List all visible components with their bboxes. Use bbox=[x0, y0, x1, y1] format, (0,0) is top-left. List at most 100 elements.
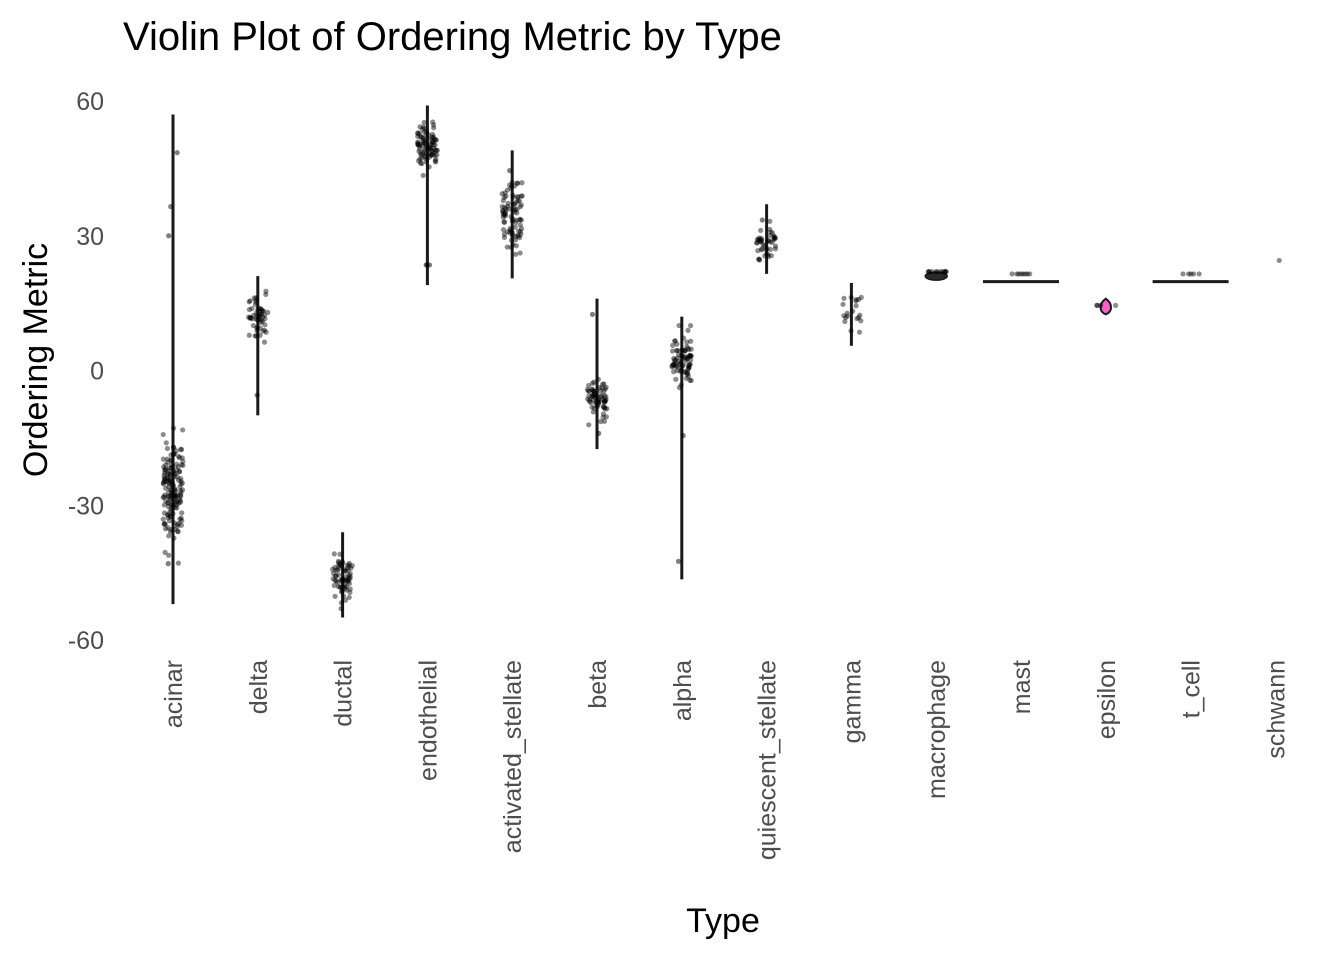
data-point bbox=[756, 257, 763, 263]
data-point bbox=[167, 513, 174, 520]
data-point bbox=[171, 493, 177, 499]
data-point bbox=[178, 461, 185, 468]
data-point bbox=[502, 208, 509, 214]
data-point bbox=[170, 444, 176, 450]
data-point bbox=[1024, 271, 1030, 277]
data-point bbox=[161, 510, 168, 516]
data-point bbox=[177, 499, 184, 505]
data-point bbox=[174, 521, 181, 528]
data-point bbox=[421, 129, 427, 135]
data-point bbox=[1009, 271, 1015, 277]
data-point bbox=[330, 570, 337, 576]
data-point bbox=[166, 468, 172, 474]
data-point bbox=[670, 362, 676, 368]
data-point bbox=[939, 269, 946, 275]
data-point bbox=[926, 269, 932, 275]
data-point bbox=[585, 396, 591, 402]
data-point bbox=[342, 568, 348, 574]
data-point bbox=[259, 308, 265, 314]
data-point bbox=[687, 361, 693, 367]
data-point bbox=[172, 504, 178, 510]
data-point bbox=[256, 315, 262, 321]
data-point bbox=[172, 498, 178, 505]
data-point bbox=[166, 533, 172, 539]
data-point bbox=[514, 180, 521, 186]
data-point bbox=[586, 393, 592, 399]
data-point bbox=[517, 235, 523, 241]
data-point bbox=[684, 355, 690, 361]
data-point bbox=[591, 405, 597, 411]
data-point bbox=[168, 465, 174, 471]
data-point bbox=[502, 210, 508, 217]
violin-schwann bbox=[1276, 257, 1282, 264]
data-point bbox=[767, 239, 773, 245]
data-point bbox=[499, 204, 505, 210]
data-point bbox=[500, 208, 506, 214]
data-point bbox=[343, 583, 350, 590]
data-point bbox=[603, 396, 609, 402]
data-point bbox=[417, 146, 423, 152]
data-point bbox=[589, 387, 596, 393]
data-point bbox=[427, 150, 433, 157]
data-point bbox=[501, 204, 508, 211]
data-point bbox=[174, 492, 181, 498]
data-point bbox=[415, 158, 422, 164]
data-point bbox=[682, 369, 688, 375]
data-point bbox=[772, 246, 779, 252]
data-point bbox=[601, 392, 607, 398]
data-point bbox=[340, 584, 346, 590]
violin-body bbox=[924, 271, 948, 281]
data-point bbox=[433, 147, 440, 153]
data-point bbox=[162, 492, 168, 498]
violin-macrophage bbox=[924, 269, 949, 281]
data-point bbox=[430, 139, 436, 145]
data-point bbox=[1027, 271, 1033, 277]
data-point bbox=[339, 577, 345, 583]
data-point bbox=[251, 295, 257, 301]
data-point bbox=[854, 315, 860, 322]
data-point bbox=[260, 328, 266, 334]
data-point bbox=[170, 482, 177, 488]
data-point bbox=[254, 313, 260, 319]
data-point bbox=[686, 364, 692, 370]
data-point bbox=[841, 313, 847, 319]
violin-delta bbox=[246, 276, 271, 416]
data-point bbox=[519, 180, 525, 186]
data-point bbox=[338, 562, 344, 569]
data-point bbox=[161, 494, 167, 500]
data-point bbox=[162, 521, 168, 527]
data-point bbox=[595, 399, 601, 405]
data-point bbox=[602, 406, 608, 412]
data-point bbox=[589, 393, 595, 399]
data-point bbox=[173, 461, 180, 467]
data-point bbox=[1022, 271, 1028, 277]
data-point bbox=[338, 605, 344, 612]
data-point bbox=[253, 299, 259, 305]
y-tick-label: -60 bbox=[68, 627, 104, 655]
data-point bbox=[600, 381, 606, 387]
data-point bbox=[593, 395, 599, 401]
x-tick-label: schwann bbox=[1262, 660, 1290, 759]
data-point bbox=[844, 313, 850, 319]
data-point bbox=[257, 313, 263, 319]
data-point bbox=[248, 315, 254, 321]
data-point bbox=[336, 565, 342, 572]
data-point bbox=[674, 355, 680, 361]
data-point bbox=[857, 312, 863, 318]
data-point bbox=[331, 551, 337, 557]
data-point bbox=[420, 134, 426, 140]
data-point bbox=[422, 154, 428, 160]
data-point bbox=[178, 481, 184, 487]
data-point bbox=[943, 269, 949, 275]
data-point bbox=[769, 239, 775, 245]
data-point bbox=[347, 575, 353, 582]
data-point bbox=[415, 141, 421, 147]
data-point bbox=[171, 471, 177, 477]
data-point bbox=[514, 210, 520, 216]
data-point bbox=[166, 484, 172, 490]
data-point bbox=[175, 477, 182, 483]
data-point bbox=[848, 294, 854, 301]
data-point bbox=[335, 584, 341, 590]
data-point bbox=[249, 316, 255, 322]
data-point bbox=[502, 211, 509, 217]
